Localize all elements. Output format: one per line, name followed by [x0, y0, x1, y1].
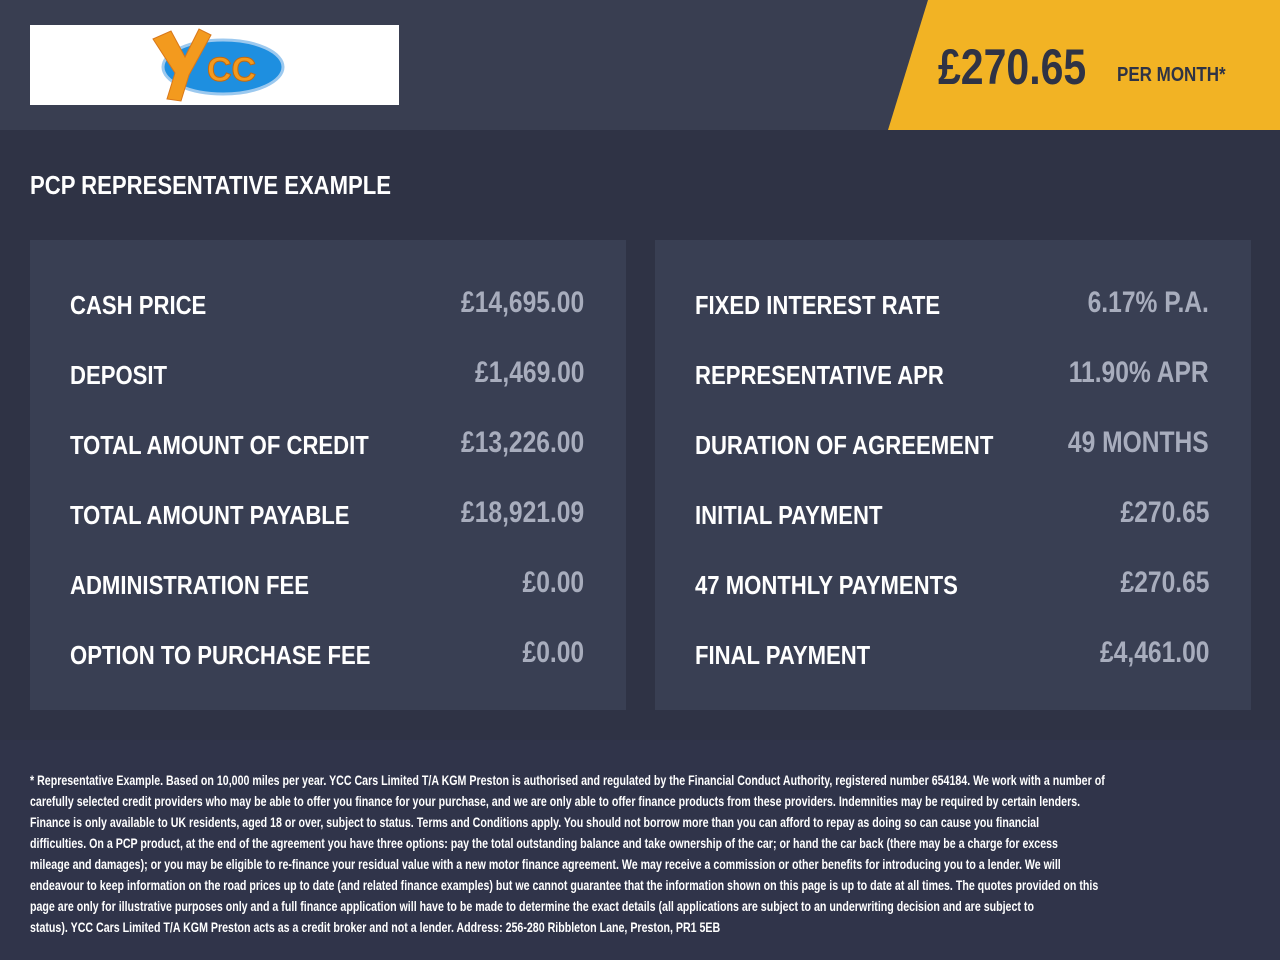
finance-panel-right: FIXED INTEREST RATE 6.17% P.A. REPRESENTAT… — [655, 240, 1251, 710]
ycc-logo-icon: CC — [151, 28, 284, 102]
finance-label: TOTAL AMOUNT PAYABLE — [70, 500, 350, 530]
finance-label: FIXED INTEREST RATE — [695, 290, 941, 320]
finance-panel-left: CASH PRICE £14,695.00 DEPOSIT £1,469.00 TOTA… — [30, 240, 626, 710]
disclaimer-line: endeavour to keep information on the roa… — [30, 877, 1099, 893]
page-title: PCP REPRESENTATIVE EXAMPLE — [30, 170, 392, 200]
monthly-price-badge: £270.65 PER MONTH* — [888, 0, 1280, 130]
finance-row: TOTAL AMOUNT OF CREDIT £13,226.00 — [30, 426, 626, 496]
finance-label: ADMINISTRATION FEE — [70, 570, 310, 600]
ycc-logo[interactable]: CC — [30, 25, 399, 105]
finance-value: 6.17% P.A. — [1087, 286, 1209, 319]
monthly-price: £270.65 — [938, 39, 1087, 95]
per-month-label: PER MONTH* — [1117, 64, 1226, 86]
finance-row: 47 MONTHLY PAYMENTS £270.65 — [655, 566, 1251, 636]
disclaimer-line: carefully selected credit providers who … — [30, 793, 1081, 809]
finance-row: CASH PRICE £14,695.00 — [30, 286, 626, 356]
disclaimer: * Representative Example. Based on 10,00… — [0, 740, 1280, 960]
finance-row: INITIAL PAYMENT £270.65 — [655, 496, 1251, 566]
finance-label: DEPOSIT — [70, 360, 168, 390]
disclaimer-line: * Representative Example. Based on 10,00… — [30, 772, 1105, 788]
finance-label: TOTAL AMOUNT OF CREDIT — [70, 430, 369, 460]
disclaimer-line: mileage and damages); or you may be elig… — [30, 856, 1061, 872]
finance-value: £14,695.00 — [460, 286, 584, 319]
finance-value: 49 MONTHS — [1068, 426, 1209, 459]
finance-value: £0.00 — [522, 636, 584, 669]
finance-label: 47 MONTHLY PAYMENTS — [695, 570, 958, 600]
finance-value: £18,921.09 — [460, 496, 584, 529]
finance-label: CASH PRICE — [70, 290, 207, 320]
finance-row: OPTION TO PURCHASE FEE £0.00 — [30, 636, 626, 706]
finance-row: DEPOSIT £1,469.00 — [30, 356, 626, 426]
disclaimer-line: status). YCC Cars Limited T/A KGM Presto… — [30, 919, 721, 935]
header: CC £270.65 PER MONTH* — [0, 0, 1280, 130]
finance-label: FINAL PAYMENT — [695, 640, 871, 670]
finance-value: £270.65 — [1120, 566, 1209, 599]
finance-value: £270.65 — [1120, 496, 1209, 529]
finance-row: REPRESENTATIVE APR 11.90% APR — [655, 356, 1251, 426]
finance-label: DURATION OF AGREEMENT — [695, 430, 994, 460]
finance-value: £0.00 — [522, 566, 584, 599]
finance-value: £1,469.00 — [474, 356, 584, 389]
finance-label: OPTION TO PURCHASE FEE — [70, 640, 371, 670]
finance-label: INITIAL PAYMENT — [695, 500, 883, 530]
finance-value: 11.90% APR — [1069, 356, 1209, 389]
disclaimer-line: difficulties. On a PCP product, at the e… — [30, 835, 1058, 851]
finance-value: £13,226.00 — [460, 426, 584, 459]
finance-row: FIXED INTEREST RATE 6.17% P.A. — [655, 286, 1251, 356]
finance-row: TOTAL AMOUNT PAYABLE £18,921.09 — [30, 496, 626, 566]
finance-row: FINAL PAYMENT £4,461.00 — [655, 636, 1251, 706]
finance-label: REPRESENTATIVE APR — [695, 360, 944, 390]
finance-row: ADMINISTRATION FEE £0.00 — [30, 566, 626, 636]
finance-value: £4,461.00 — [1099, 636, 1209, 669]
finance-row: DURATION OF AGREEMENT 49 MONTHS — [655, 426, 1251, 496]
disclaimer-line: Finance is only available to UK resident… — [30, 814, 1040, 830]
svg-text:CC: CC — [207, 51, 256, 89]
disclaimer-line: page are only for illustrative purposes … — [30, 898, 1034, 914]
